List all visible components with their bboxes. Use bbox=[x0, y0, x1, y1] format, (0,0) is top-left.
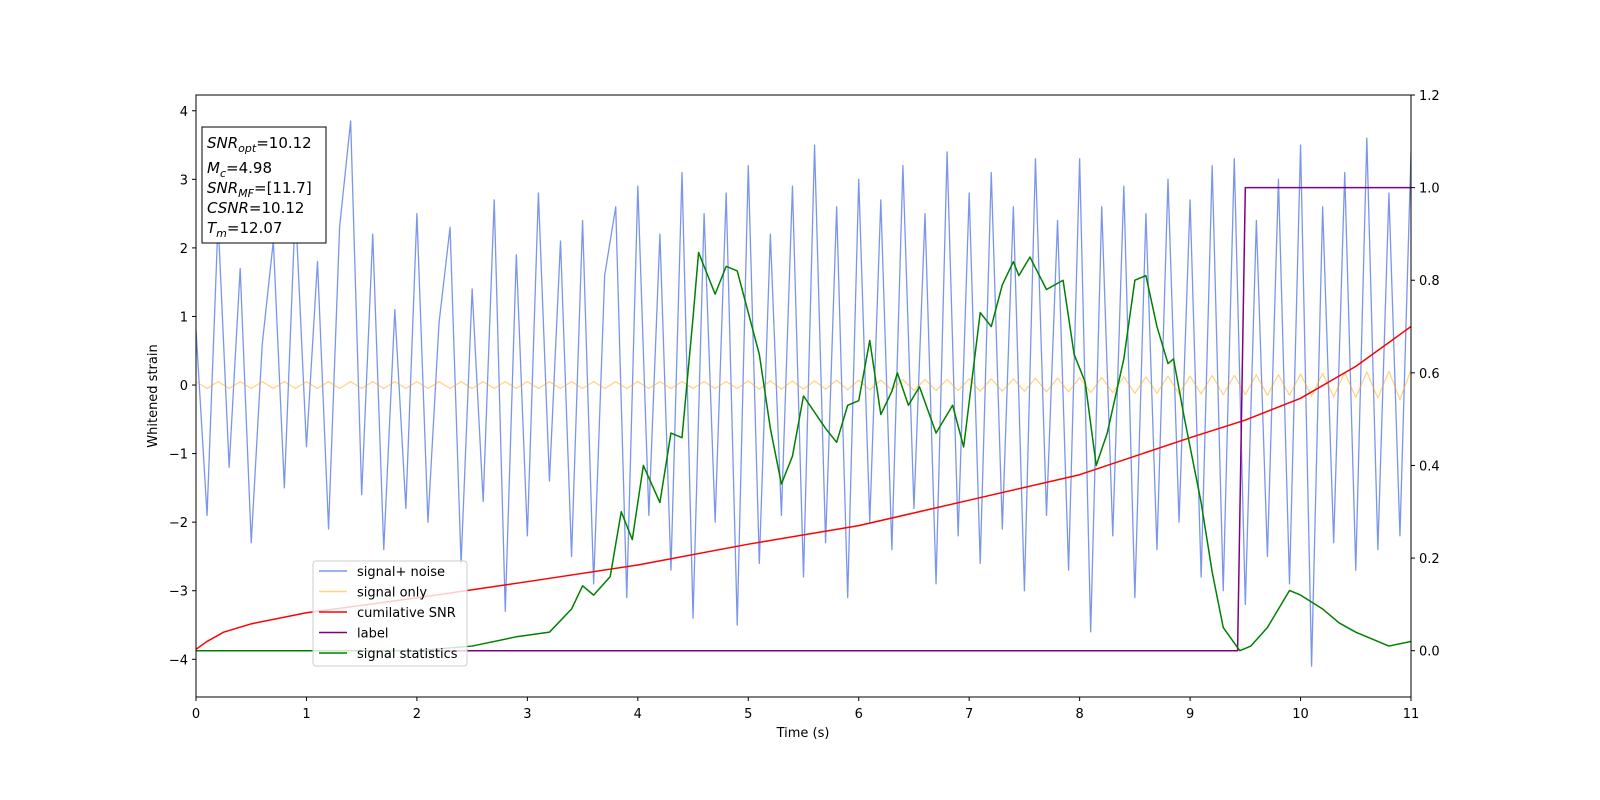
y2-tick-label: 1.0 bbox=[1419, 182, 1440, 197]
annotation-frame bbox=[201, 126, 327, 244]
series-line bbox=[196, 186, 1411, 652]
annotation-line: Mc=4.98 bbox=[207, 159, 272, 180]
ticks: 0 1 2 3 4 5 6 7 8 9 10 11 −4 −3 −2 −1 0 1 2 3 4 0.0 0.2 0.4 0.6 0… bbox=[169, 89, 1440, 722]
annotation-value: =4.98 bbox=[226, 159, 272, 177]
series-line bbox=[196, 369, 1411, 401]
annotation-value: =10.12 bbox=[256, 134, 312, 152]
annotation-subscript: c bbox=[220, 167, 226, 180]
y2-tick-label: 0.4 bbox=[1419, 459, 1440, 474]
y-axis-label: Whitened strain bbox=[146, 344, 161, 447]
x-tick-label: 10 bbox=[1292, 707, 1309, 722]
annotation-value: =10.12 bbox=[249, 199, 305, 217]
y-tick-label: −2 bbox=[169, 516, 188, 531]
axes-frame bbox=[195, 94, 1412, 698]
legend-label: signal only bbox=[357, 586, 427, 601]
x-tick-label: 0 bbox=[192, 707, 200, 722]
y-tick-label: −1 bbox=[169, 448, 188, 463]
y-tick-label: 0 bbox=[180, 379, 188, 394]
x-tick-label: 2 bbox=[413, 707, 421, 722]
y-tick-label: −3 bbox=[169, 585, 188, 600]
y-tick-label: 1 bbox=[180, 310, 188, 325]
annotation-box: SNRopt=10.12Mc=4.98SNRMF=[11.7]CSNR=10.1… bbox=[201, 126, 327, 244]
y2-tick-label: 0.2 bbox=[1419, 552, 1440, 567]
y-tick-label: −4 bbox=[169, 653, 188, 668]
annotation-value: =12.07 bbox=[227, 219, 283, 237]
series-line bbox=[196, 325, 1411, 650]
plot-area bbox=[196, 120, 1411, 667]
annotation-symbol: SNR bbox=[207, 134, 238, 152]
legend-label: cumilative SNR bbox=[357, 606, 456, 621]
x-tick-label: 11 bbox=[1403, 707, 1420, 722]
annotation-symbol: M bbox=[207, 159, 220, 177]
series-line bbox=[196, 120, 1411, 667]
annotation-subscript: MF bbox=[238, 187, 254, 200]
x-tick-label: 9 bbox=[1186, 707, 1194, 722]
x-tick-label: 7 bbox=[965, 707, 973, 722]
annotation-subscript: m bbox=[216, 227, 227, 240]
x-tick-label: 4 bbox=[634, 707, 642, 722]
annotation-line: Tm=12.07 bbox=[207, 219, 282, 240]
x-tick-label: 6 bbox=[855, 707, 863, 722]
legend: signal+ noise signal only cumilative SNR la… bbox=[312, 560, 468, 667]
legend-label: label bbox=[357, 627, 388, 642]
annotation-value: =[11.7] bbox=[254, 179, 312, 197]
x-tick-label: 3 bbox=[523, 707, 531, 722]
annotation-symbol: CSNR bbox=[207, 199, 249, 217]
annotation-symbol: T bbox=[207, 219, 218, 237]
legend-box bbox=[312, 560, 468, 667]
y2-tick-label: 0.0 bbox=[1419, 645, 1440, 660]
y2-tick-label: 0.6 bbox=[1419, 367, 1440, 382]
annotation-line: CSNR=10.12 bbox=[207, 199, 304, 217]
y2-tick-label: 0.8 bbox=[1419, 274, 1440, 289]
legend-label: signal statistics bbox=[357, 647, 458, 662]
x-tick-label: 1 bbox=[302, 707, 310, 722]
x-tick-label: 5 bbox=[744, 707, 752, 722]
annotation-line: SNRopt=10.12 bbox=[207, 134, 312, 155]
annotation-symbol: SNR bbox=[207, 179, 238, 197]
y-tick-label: 3 bbox=[180, 173, 188, 188]
y2-tick-label: 1.2 bbox=[1419, 89, 1440, 104]
x-tick-label: 8 bbox=[1075, 707, 1083, 722]
y-tick-label: 4 bbox=[180, 105, 188, 120]
x-axis-label: Time (s) bbox=[776, 726, 830, 741]
series-line bbox=[196, 251, 1411, 652]
annotation-line: SNRMF=[11.7] bbox=[207, 179, 312, 200]
annotation-subscript: opt bbox=[238, 142, 257, 155]
y-tick-label: 2 bbox=[180, 242, 188, 257]
legend-label: signal+ noise bbox=[357, 565, 445, 580]
